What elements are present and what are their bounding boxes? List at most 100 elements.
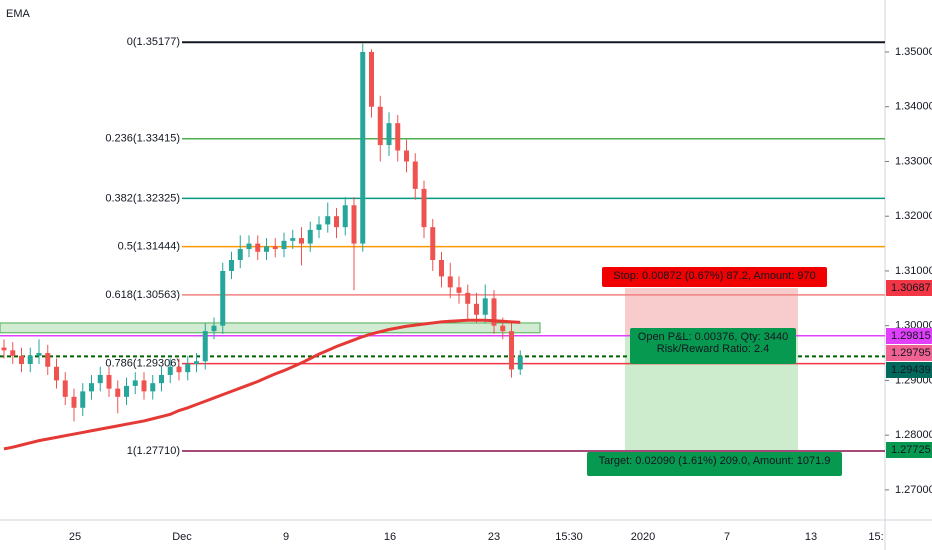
candle-body (176, 366, 182, 373)
price-badge-label: 1.29439 (891, 364, 931, 376)
fib-label: 0.382(1.32325) (105, 192, 180, 204)
candle-body (202, 331, 208, 362)
candle-body (360, 52, 366, 244)
ema-line (3, 318, 521, 451)
price-badge-label: 1.29795 (891, 347, 931, 359)
candle-body (395, 123, 401, 151)
candle-body (27, 355, 33, 364)
price-badge-label: 1.29815 (891, 330, 931, 342)
x-tick-label: 15:30 (555, 531, 583, 543)
y-tick-label: 1.32000 (895, 210, 932, 222)
price-badge (886, 362, 932, 378)
candle-body (447, 276, 453, 288)
candle-body (211, 325, 217, 332)
candle-body (237, 249, 243, 260)
candle-body (97, 374, 103, 384)
candle-body (316, 224, 322, 230)
x-tick-label: 23 (488, 531, 500, 543)
candle-body (62, 380, 68, 397)
x-tick-label: 16 (384, 531, 396, 543)
candle-body (491, 298, 497, 326)
candle-body (159, 374, 164, 384)
candle-body (246, 243, 252, 250)
candle-body (509, 331, 514, 370)
price-badge (886, 442, 932, 458)
candle-body (1, 347, 7, 351)
candle-body (290, 238, 296, 241)
fib-label: 1(1.27710) (127, 445, 180, 457)
target-label: Target: 0.02090 (1.61%) 209.0, Amount: 1… (599, 455, 831, 467)
x-tick-label: 15: (868, 531, 883, 543)
candle-body (45, 353, 51, 367)
candle-body (71, 396, 77, 408)
price-badge-label: 1.27725 (891, 444, 931, 456)
candle-body (342, 205, 348, 228)
candle-body (281, 240, 287, 250)
candle-body (412, 161, 418, 189)
candle-body (36, 353, 42, 356)
candle-body (255, 243, 261, 252)
candle-body (351, 205, 357, 244)
candle-body (264, 246, 269, 252)
candle-body (150, 383, 156, 392)
fib-label: 0.618(1.30563) (105, 289, 180, 301)
x-tick-label: 25 (69, 531, 81, 543)
candle-body (500, 325, 506, 332)
candle-body (517, 356, 523, 370)
candle-body (80, 391, 86, 408)
fib-label: 0.786(1.29306) (105, 358, 180, 370)
candle-body (10, 350, 16, 356)
candle-body (307, 229, 313, 244)
candle-body (115, 388, 121, 397)
candle-body (369, 52, 374, 107)
price-badge (886, 328, 932, 344)
candle-body (89, 383, 94, 392)
stop-label-box (602, 267, 827, 287)
price-badge (886, 345, 932, 361)
fib-label: 0.236(1.33415) (105, 133, 180, 145)
candle-body (19, 355, 24, 364)
candle-body (220, 270, 226, 326)
candle-body (456, 287, 462, 293)
x-tick-label: 2020 (631, 531, 655, 543)
candle-body (272, 246, 278, 250)
candle-body (124, 385, 129, 397)
candle-body (54, 366, 59, 381)
candle-body (229, 260, 234, 271)
candle-body (482, 298, 488, 315)
candle-body (430, 227, 436, 260)
candle-body (377, 106, 383, 146)
price-badge-label: 1.30687 (891, 282, 931, 294)
candle-body (325, 216, 331, 225)
fib-label: 0.5(1.31444) (118, 241, 180, 253)
candle-body (194, 361, 199, 364)
y-tick-label: 1.27000 (895, 484, 932, 496)
support-zone (0, 322, 541, 334)
fib-label: 0(1.35177) (127, 36, 180, 48)
candle-body (421, 188, 427, 228)
candle-body (465, 292, 471, 304)
y-tick-label: 1.33000 (895, 155, 932, 167)
candle-body (439, 260, 444, 277)
stop-label: Stop: 0.00872 (0.67%) 87.2, Amount: 970 (613, 270, 815, 282)
pnl-label: Risk/Reward Ratio: 2.4 (657, 343, 770, 355)
candle-body (474, 303, 479, 315)
y-tick-label: 1.34000 (895, 101, 932, 113)
x-tick-label: 7 (724, 531, 730, 543)
y-tick-label: 1.28000 (895, 429, 932, 441)
price-badge (886, 280, 932, 296)
pnl-label-box (630, 328, 796, 364)
x-tick-label: Dec (172, 531, 192, 543)
y-tick-label: 1.35000 (895, 46, 932, 58)
candle-body (404, 150, 409, 162)
indicator-label: EMA (6, 8, 31, 20)
candle-body (386, 123, 392, 146)
x-tick-label: 9 (283, 531, 289, 543)
candle-body (334, 216, 339, 228)
target-label-box (587, 452, 842, 476)
candle-body (106, 374, 112, 389)
candle-body (141, 380, 147, 392)
candle-body (132, 380, 138, 386)
